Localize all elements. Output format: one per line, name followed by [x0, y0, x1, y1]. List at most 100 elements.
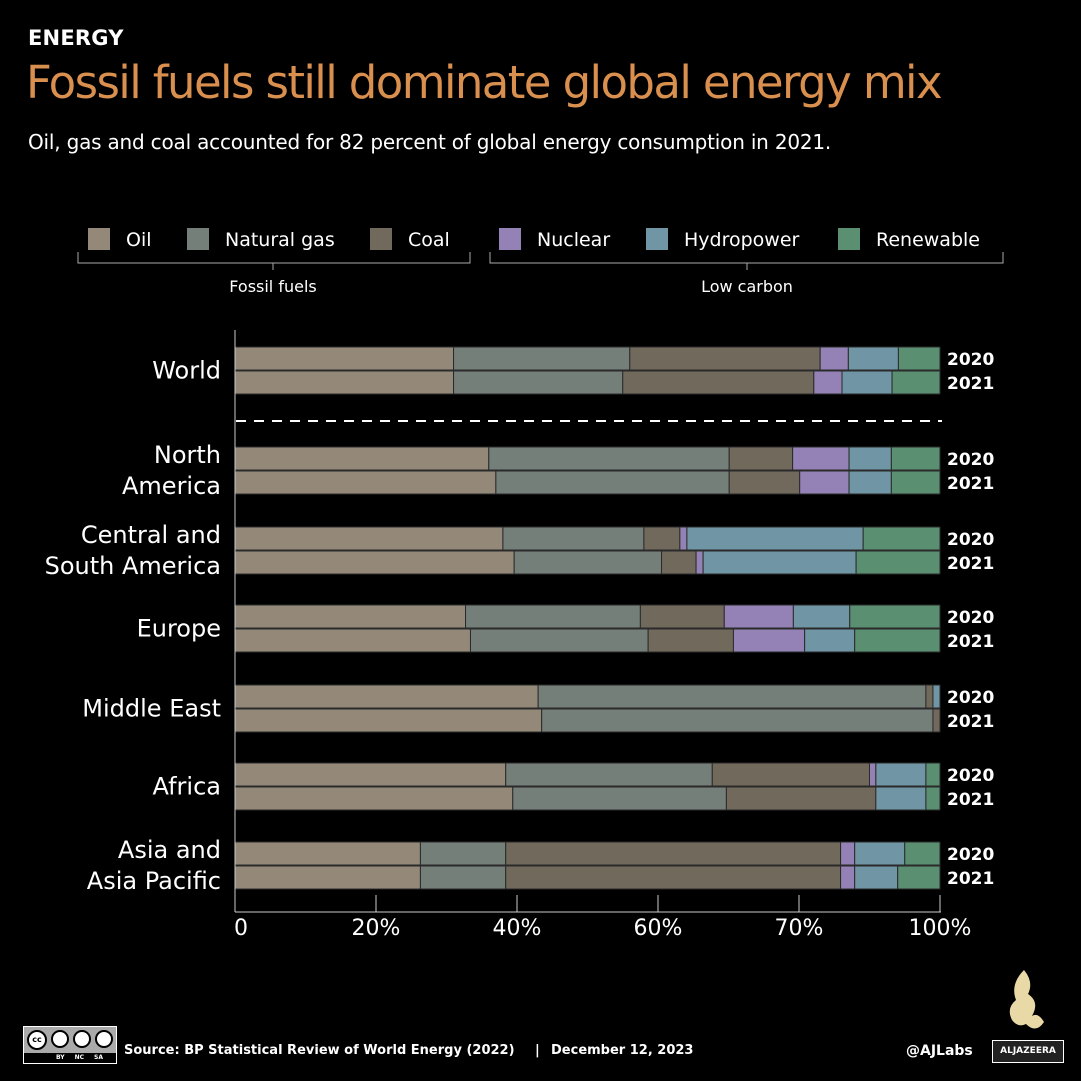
- bar-segment-hydropower: [848, 446, 892, 471]
- bar-segment-coal: [728, 446, 794, 471]
- legend-label-natural-gas: Natural gas: [225, 229, 335, 251]
- category-label: Europe: [137, 615, 221, 643]
- bar-segment-hydropower: [841, 370, 893, 395]
- bar-segment-natural-gas: [505, 762, 713, 787]
- bar-segment-hydropower: [847, 346, 899, 371]
- sa-icon: [95, 1030, 113, 1048]
- bar-segment-nuclear: [723, 604, 794, 629]
- year-label: 2021: [947, 474, 994, 494]
- bar-segment-hydropower: [854, 865, 899, 890]
- bar-segment-oil: [234, 684, 539, 709]
- bar-segment-natural-gas: [502, 526, 645, 551]
- legend-label-hydropower: Hydropower: [684, 229, 800, 251]
- bar-segment-hydropower: [792, 604, 851, 629]
- bar-segment-renewable: [897, 346, 941, 371]
- bar-segment-natural-gas: [469, 628, 649, 653]
- year-label: 2020: [947, 688, 994, 708]
- bar-segment-coal: [622, 370, 815, 395]
- bar-segment-natural-gas: [541, 708, 934, 733]
- year-label: 2021: [947, 712, 994, 732]
- bar-segment-nuclear: [869, 762, 877, 787]
- bar-segment-oil: [234, 470, 497, 495]
- bar-segment-coal: [725, 786, 877, 811]
- category-label: America: [122, 472, 221, 500]
- bar-segment-renewable: [862, 526, 941, 551]
- bar-segment-renewable: [897, 865, 941, 890]
- bar-segment-oil: [234, 841, 421, 866]
- cc-sa-label: SA: [94, 1054, 103, 1061]
- x-tick-label: 100%: [909, 916, 972, 941]
- bar-segment-oil: [234, 786, 514, 811]
- bar-segment-hydropower: [875, 786, 927, 811]
- bar-segment-coal: [647, 628, 734, 653]
- bar-segment-nuclear: [792, 446, 850, 471]
- footer-separator: |: [535, 1043, 540, 1058]
- legend-label-oil: Oil: [126, 229, 152, 251]
- bar-segment-nuclear: [840, 865, 856, 890]
- bar-segment-coal: [639, 604, 725, 629]
- legend-label-renewable: Renewable: [876, 229, 980, 251]
- cc-nc-label: NC: [74, 1054, 85, 1061]
- subtitle: Oil, gas and coal accounted for 82 perce…: [28, 130, 832, 154]
- bar-segment-renewable: [925, 786, 941, 811]
- category-label: North: [154, 441, 221, 469]
- bar-segment-coal: [932, 708, 941, 733]
- brand-text: ALJAZEERA: [1000, 1046, 1056, 1056]
- bar-segment-coal: [728, 470, 801, 495]
- bar-segment-coal: [643, 526, 681, 551]
- x-tick-label: 60%: [634, 916, 683, 941]
- bar-segment-nuclear: [813, 370, 843, 395]
- bar-segment-nuclear: [695, 550, 704, 575]
- kicker: ENERGY: [28, 26, 124, 50]
- bar-segment-oil: [234, 346, 455, 371]
- bar-segment-renewable: [890, 446, 941, 471]
- legend-swatch-natural-gas: [187, 228, 209, 250]
- legend-swatch-oil: [88, 228, 110, 250]
- cc-by-label: BY: [56, 1054, 65, 1061]
- aljazeera-calligraphy-icon: [1009, 970, 1044, 1029]
- bar-segment-oil: [234, 446, 490, 471]
- bar-segment-nuclear: [840, 841, 856, 866]
- bar-segment-nuclear: [732, 628, 806, 653]
- bar-segment-oil: [234, 526, 504, 551]
- cc-license-badge: cc BY NC SA: [23, 1026, 117, 1064]
- legend-label-coal: Coal: [408, 229, 450, 251]
- bar-segment-natural-gas: [513, 550, 663, 575]
- bar-segment-renewable: [849, 604, 941, 629]
- legend-group-label: Low carbon: [701, 277, 793, 296]
- category-label: World: [152, 357, 221, 385]
- bar-segment-renewable: [890, 470, 941, 495]
- year-label: 2021: [947, 790, 994, 810]
- legend-swatch-nuclear: [499, 228, 521, 250]
- bar-segment-coal: [629, 346, 821, 371]
- bar-segment-coal: [925, 684, 934, 709]
- bar-segment-oil: [234, 865, 421, 890]
- bar-segment-coal: [505, 841, 842, 866]
- bar-segment-renewable: [854, 628, 941, 653]
- bar-segment-oil: [234, 550, 515, 575]
- bar-segment-natural-gas: [419, 841, 507, 866]
- legend-group-label: Fossil fuels: [229, 277, 316, 296]
- year-label: 2021: [947, 554, 994, 574]
- year-label: 2020: [947, 450, 994, 470]
- bar-segment-oil: [234, 604, 467, 629]
- legend-bracket: [77, 252, 471, 270]
- bar-segment-oil: [234, 370, 455, 395]
- date-text: December 12, 2023: [551, 1043, 694, 1058]
- bar-segment-hydropower: [875, 762, 927, 787]
- nc-icon: [73, 1030, 91, 1048]
- x-tick-label: 20%: [352, 916, 401, 941]
- category-label: Middle East: [82, 695, 221, 723]
- legend-label-nuclear: Nuclear: [537, 229, 610, 251]
- category-label: Africa: [153, 773, 221, 801]
- bar-segment-renewable: [891, 370, 941, 395]
- bar-segment-natural-gas: [512, 786, 727, 811]
- bar-segment-hydropower: [854, 841, 906, 866]
- category-label: Asia and: [118, 836, 221, 864]
- bar-segment-renewable: [855, 550, 941, 575]
- year-label: 2020: [947, 608, 994, 628]
- bar-segment-nuclear: [679, 526, 688, 551]
- bar-segment-hydropower: [686, 526, 864, 551]
- year-label: 2021: [947, 632, 994, 652]
